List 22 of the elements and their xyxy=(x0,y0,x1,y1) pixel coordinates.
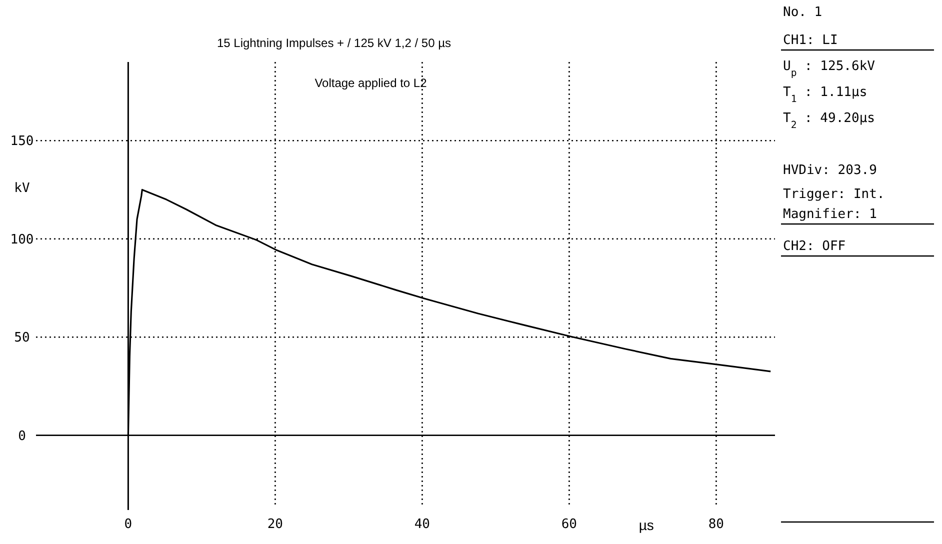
y-tick-label: 50 xyxy=(14,330,30,346)
x-tick-label: 20 xyxy=(267,517,284,532)
x-tick-label: 60 xyxy=(561,517,578,532)
x-tick-label: 40 xyxy=(414,517,430,532)
y-tick-label: 150 xyxy=(10,134,34,150)
text: CH2: OFF xyxy=(783,239,846,254)
y-axis-title: kV xyxy=(14,181,30,196)
text: Trigger: Int. xyxy=(783,187,885,202)
x-tick-label: 80 xyxy=(708,517,724,532)
x-axis-title: µs xyxy=(638,517,654,533)
text: U$_{p}$ : 125.6kV xyxy=(783,59,876,78)
text: Magnifier: 1 xyxy=(783,207,877,222)
text: Voltage applied to L2 xyxy=(314,76,428,90)
text: HVDiv: 203.9 xyxy=(783,163,877,178)
text: T$_{2}$ : 49.20µs xyxy=(783,111,875,130)
text: No. 1 xyxy=(783,5,822,20)
text: CH1: LI xyxy=(783,33,838,48)
y-tick-label: 100 xyxy=(10,232,34,248)
x-tick-label: 0 xyxy=(124,517,132,532)
chart-title: 15 Lightning Impulses + / 125 kV 1,2 / 50 µs xyxy=(216,36,452,50)
text: T$_{1}$ : 1.11µs xyxy=(783,85,868,104)
y-tick-label: 0 xyxy=(18,428,26,444)
